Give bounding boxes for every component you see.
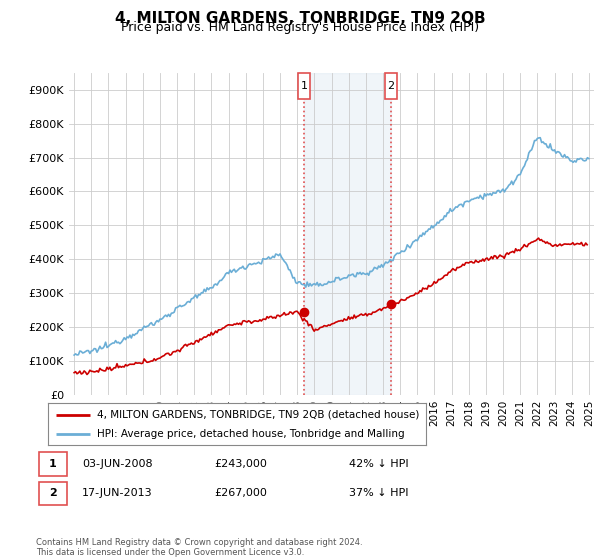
Text: 1: 1 xyxy=(49,459,56,469)
FancyBboxPatch shape xyxy=(298,73,310,99)
Text: 4, MILTON GARDENS, TONBRIDGE, TN9 2QB: 4, MILTON GARDENS, TONBRIDGE, TN9 2QB xyxy=(115,11,485,26)
Text: 42% ↓ HPI: 42% ↓ HPI xyxy=(349,459,409,469)
Text: 4, MILTON GARDENS, TONBRIDGE, TN9 2QB (detached house): 4, MILTON GARDENS, TONBRIDGE, TN9 2QB (d… xyxy=(97,409,419,419)
Text: Price paid vs. HM Land Registry's House Price Index (HPI): Price paid vs. HM Land Registry's House … xyxy=(121,21,479,34)
Text: 37% ↓ HPI: 37% ↓ HPI xyxy=(349,488,409,498)
FancyBboxPatch shape xyxy=(39,452,67,476)
FancyBboxPatch shape xyxy=(39,482,67,505)
FancyBboxPatch shape xyxy=(385,73,397,99)
Text: 17-JUN-2013: 17-JUN-2013 xyxy=(82,488,152,498)
Text: 1: 1 xyxy=(301,81,308,91)
Text: HPI: Average price, detached house, Tonbridge and Malling: HPI: Average price, detached house, Tonb… xyxy=(97,429,405,439)
Text: 2: 2 xyxy=(388,81,394,91)
Text: £267,000: £267,000 xyxy=(214,488,267,498)
Text: 2: 2 xyxy=(49,488,56,498)
Text: 03-JUN-2008: 03-JUN-2008 xyxy=(82,459,152,469)
Text: £243,000: £243,000 xyxy=(214,459,267,469)
Text: Contains HM Land Registry data © Crown copyright and database right 2024.
This d: Contains HM Land Registry data © Crown c… xyxy=(36,538,362,557)
Bar xyxy=(304,73,391,395)
